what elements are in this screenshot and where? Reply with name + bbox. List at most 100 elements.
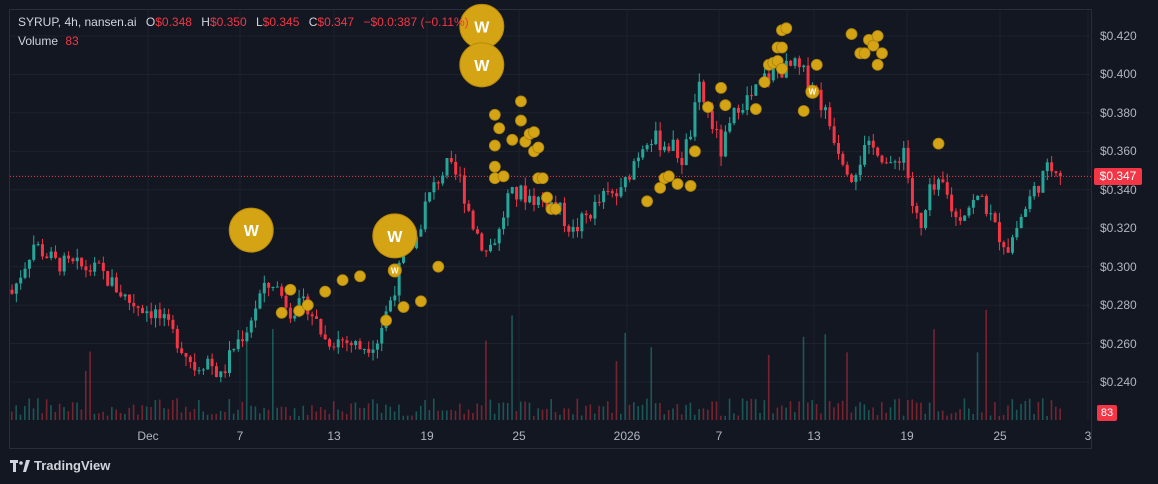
trade-dot-marker[interactable] (871, 58, 884, 71)
candle-body (1032, 186, 1036, 197)
trade-dot-marker[interactable] (758, 76, 771, 89)
candle-body (328, 339, 332, 347)
volume-bar (559, 414, 561, 420)
trade-dot-marker[interactable] (715, 82, 727, 94)
candle-body (319, 318, 323, 335)
candle-body (123, 294, 127, 297)
trade-dot-marker[interactable] (515, 95, 527, 108)
trade-dot-marker[interactable] (871, 30, 884, 42)
candle-body (367, 348, 371, 353)
trade-dot-marker[interactable] (780, 22, 793, 35)
whale-marker-small-icon[interactable] (805, 84, 820, 99)
volume-bar (459, 403, 461, 420)
volume-bar (833, 407, 835, 420)
trade-dot-marker[interactable] (536, 172, 549, 185)
volume-bar (141, 405, 144, 420)
candle-body (136, 306, 140, 308)
volume-bar (941, 410, 944, 420)
trade-dot-marker[interactable] (797, 105, 810, 117)
price-tick-label: $0.360 (1100, 144, 1137, 159)
volume-bar (998, 415, 1001, 420)
trade-dot-marker[interactable] (662, 170, 675, 183)
whale-marker-icon[interactable] (228, 207, 274, 253)
trade-dot-marker[interactable] (488, 108, 501, 121)
volume-bar (272, 329, 274, 420)
volume-bar (137, 414, 139, 420)
candle-body (241, 339, 245, 342)
volume-value: 83 (65, 34, 79, 48)
volume-bar (63, 407, 65, 420)
trade-dot-marker[interactable] (414, 295, 427, 308)
volume-bar (872, 407, 874, 420)
trade-dot-marker[interactable] (932, 137, 945, 150)
trade-dot-marker[interactable] (275, 306, 288, 319)
volume-bar (741, 398, 744, 420)
trade-dot-marker[interactable] (671, 178, 684, 190)
trade-dot-marker[interactable] (284, 283, 297, 296)
trade-dot-marker[interactable] (776, 41, 788, 54)
volume-bar (424, 400, 426, 420)
volume-bar (563, 408, 566, 420)
tradingview-brand[interactable]: TradingView (10, 458, 110, 473)
trade-dot-marker[interactable] (654, 181, 667, 194)
candle-body (428, 192, 432, 202)
whale-marker-icon[interactable] (372, 213, 418, 259)
trade-dot-marker[interactable] (876, 47, 888, 60)
volume-bar (15, 405, 17, 420)
whale-marker-letter: W (809, 88, 817, 97)
trade-dot-marker[interactable] (319, 285, 332, 298)
trade-dot-marker[interactable] (858, 47, 871, 60)
trade-dot-marker[interactable] (810, 58, 823, 71)
trade-dot-marker[interactable] (702, 101, 714, 114)
trade-dot-marker[interactable] (336, 274, 349, 287)
trade-dot-marker[interactable] (689, 145, 701, 158)
volume-bar (106, 415, 109, 420)
trade-dot-marker[interactable] (776, 62, 788, 75)
trade-dot-marker[interactable] (515, 114, 527, 127)
trade-dot-marker[interactable] (380, 314, 393, 327)
trade-dot-marker[interactable] (719, 99, 732, 112)
trade-dot-marker[interactable] (397, 301, 410, 313)
time-tick-label: Dec (137, 429, 159, 443)
trade-dot-marker[interactable] (506, 133, 519, 146)
trade-dot-marker[interactable] (684, 180, 697, 192)
volume-bar (889, 407, 892, 420)
candle-body (258, 293, 262, 309)
candle-body (475, 229, 479, 234)
volume-bar (171, 400, 174, 420)
volume-bar (785, 407, 787, 420)
trade-dot-marker[interactable] (293, 304, 306, 317)
trade-dot-marker[interactable] (867, 39, 880, 52)
trade-dot-marker[interactable] (641, 195, 653, 208)
trade-dot-marker[interactable] (541, 191, 553, 204)
volume-bar (472, 412, 474, 420)
volume-bar (989, 415, 992, 420)
candle-body (236, 339, 240, 350)
trade-dot-marker[interactable] (532, 141, 545, 154)
trade-dot-marker[interactable] (488, 139, 501, 152)
whale-marker-icon[interactable] (459, 42, 505, 88)
trade-dot-marker[interactable] (749, 103, 762, 115)
candle-body (445, 158, 449, 176)
volume-bar (102, 411, 104, 420)
volume-bar (794, 412, 796, 420)
candle-body (201, 369, 205, 371)
trade-dot-marker[interactable] (549, 203, 562, 215)
trade-dot-marker[interactable] (845, 28, 858, 40)
volume-bar (450, 409, 452, 420)
trade-dot-marker[interactable] (432, 260, 445, 273)
trade-dot-marker[interactable] (488, 160, 501, 173)
volume-bar (224, 411, 226, 420)
volume-bar (867, 410, 870, 420)
volume-bar (198, 399, 200, 420)
trade-dot-marker[interactable] (301, 299, 314, 312)
candle-body (480, 233, 484, 251)
whale-marker-small-icon[interactable] (387, 263, 402, 278)
volume-bar (798, 401, 800, 420)
trade-dot-marker[interactable] (354, 270, 366, 283)
trade-dot-marker[interactable] (528, 126, 540, 139)
trade-dot-marker[interactable] (493, 122, 506, 135)
candle-body (528, 195, 532, 203)
trade-dot-marker[interactable] (497, 170, 510, 183)
